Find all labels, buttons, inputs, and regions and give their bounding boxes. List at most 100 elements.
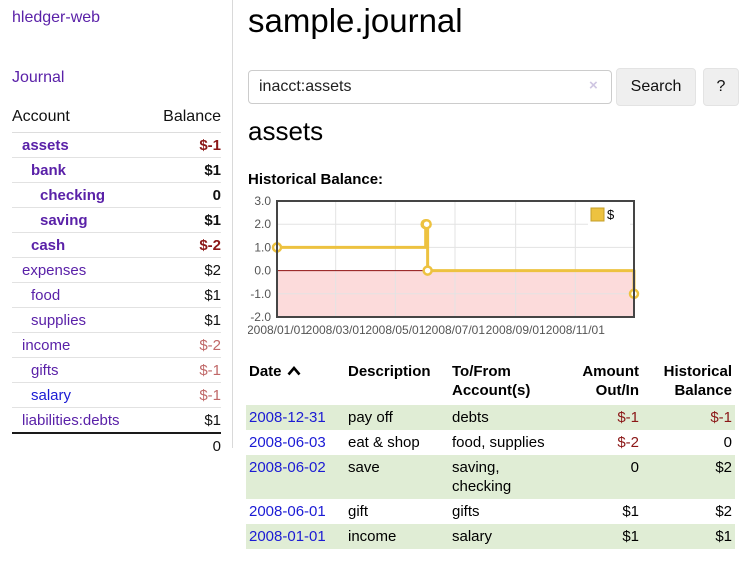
- sort-ascending-icon: [287, 362, 301, 381]
- register-accounts: saving, checking: [452, 459, 512, 495]
- register-accounts: gifts: [452, 503, 480, 520]
- legend-label: $: [607, 207, 615, 222]
- register-balance: $2: [715, 503, 732, 520]
- register-accounts: food, supplies: [452, 434, 545, 451]
- table-row: supplies $1: [12, 307, 221, 333]
- sidebar-account-food[interactable]: food: [31, 287, 61, 304]
- app-brand: hledger-web: [12, 9, 221, 27]
- table-header-row: Date Description To/From Account(s) Amou…: [246, 360, 735, 405]
- brand-link[interactable]: hledger-web: [12, 9, 101, 26]
- chart-canvas: $3.0 2.0 1.0 0.0 -1.0 -2.02008/01/012008/03/0…: [247, 194, 640, 337]
- table-row: 2008-01-01 income salary $1 $1: [246, 524, 735, 549]
- account-balance: $-2: [147, 232, 221, 258]
- account-balance: $1: [147, 407, 221, 433]
- col-header-balance: Balance: [147, 108, 221, 133]
- table-row: salary $-1: [12, 382, 221, 408]
- table-row: liabilities:debts $1: [12, 407, 221, 433]
- table-total-row: 0: [12, 432, 221, 459]
- help-button[interactable]: ?: [703, 68, 739, 106]
- x-tick-label: 2008/07/01: [425, 323, 485, 337]
- col-header-date[interactable]: Date: [246, 360, 345, 405]
- sidebar-account-salary[interactable]: salary: [31, 387, 72, 404]
- account-balance: $2: [147, 257, 221, 283]
- table-row: assets $-1: [12, 133, 221, 158]
- sidebar-account-expenses[interactable]: expenses: [22, 262, 87, 279]
- register-date-link[interactable]: 2008-06-01: [249, 503, 326, 520]
- search-button[interactable]: Search: [616, 68, 696, 106]
- y-tick-label: 2.0: [254, 217, 271, 231]
- data-point: [421, 218, 432, 230]
- table-row: checking 0: [12, 182, 221, 208]
- clear-search-icon[interactable]: ×: [589, 77, 598, 94]
- sidebar-account-income[interactable]: income: [22, 337, 71, 354]
- col-header-balance: Historical Balance: [663, 363, 732, 399]
- table-row: gifts $-1: [12, 357, 221, 383]
- data-point: [422, 265, 433, 276]
- table-row: bank $1: [12, 157, 221, 183]
- register-accounts: debts: [452, 409, 489, 426]
- y-tick-label: 0.0: [254, 264, 271, 278]
- account-heading: assets: [248, 116, 324, 146]
- register-balance: $2: [715, 459, 732, 476]
- col-header-amount: Amount Out/In: [582, 363, 639, 399]
- account-balance: $1: [147, 307, 221, 333]
- sidebar-account-supplies[interactable]: supplies: [31, 312, 87, 329]
- register-amount: $1: [622, 528, 639, 545]
- register-balance: 0: [723, 434, 732, 451]
- table-row: expenses $2: [12, 257, 221, 283]
- register-amount: $-1: [617, 409, 639, 426]
- register-date-link[interactable]: 2008-06-02: [249, 459, 326, 476]
- register-balance: $-1: [710, 409, 732, 426]
- table-row: saving $1: [12, 207, 221, 233]
- register-amount: 0: [630, 459, 639, 476]
- x-tick-label: 2008/09/01: [486, 323, 546, 337]
- account-balance: $1: [147, 207, 221, 233]
- table-header-row: Account Balance: [12, 108, 221, 133]
- register-accounts: salary: [452, 528, 493, 545]
- sidebar-account-checking[interactable]: checking: [40, 187, 106, 204]
- register-description: pay off: [348, 409, 393, 426]
- legend-swatch: [590, 207, 605, 222]
- register-amount: $-2: [617, 434, 639, 451]
- main-content: sample.journal × Search ? assets Histori…: [246, 0, 742, 582]
- account-balance: $-1: [199, 137, 221, 154]
- table-row: 2008-06-02 save saving, checking 0 $2: [246, 455, 735, 499]
- table-row: 2008-12-31 pay off debts $-1 $-1: [246, 405, 735, 430]
- register-description: income: [348, 528, 397, 545]
- plot-border: [276, 200, 635, 318]
- sidebar-item-journal[interactable]: Journal: [12, 69, 65, 86]
- accounts-total: 0: [147, 432, 221, 459]
- x-tick-label: 2008/11/01: [546, 323, 605, 337]
- table-row: food $1: [12, 282, 221, 308]
- col-header-account: Account: [12, 108, 148, 133]
- table-row: income $-2: [12, 332, 221, 358]
- account-balance: $-2: [147, 332, 221, 358]
- sidebar-account-gifts[interactable]: gifts: [31, 362, 59, 379]
- table-row: 2008-06-03 eat & shop food, supplies $-2…: [246, 430, 735, 455]
- register-date-link[interactable]: 2008-12-31: [249, 409, 326, 426]
- search-input[interactable]: [248, 70, 612, 104]
- col-header-description: Description: [348, 363, 431, 380]
- register-balance: $1: [715, 528, 732, 545]
- sidebar-account-liabilities-debts[interactable]: liabilities:debts: [22, 412, 120, 429]
- sidebar-account-assets[interactable]: assets: [22, 137, 69, 154]
- historical-balance-chart: $3.0 2.0 1.0 0.0 -1.0 -2.0 2008/01/01 2008/03/0…: [247, 194, 668, 346]
- y-tick-label: -2.0: [250, 310, 271, 324]
- register-date-link[interactable]: 2008-01-01: [249, 528, 326, 545]
- register-date-link[interactable]: 2008-06-03: [249, 434, 326, 451]
- account-balance: $-1: [147, 382, 221, 408]
- sidebar-account-cash[interactable]: cash: [31, 237, 66, 254]
- sidebar-account-bank[interactable]: bank: [31, 162, 67, 179]
- table-row: cash $-2: [12, 232, 221, 258]
- y-tick-label: 3.0: [254, 196, 271, 208]
- x-tick-label: 2008/05/01: [365, 323, 425, 337]
- x-tick-label: 2008/03/01: [306, 323, 366, 337]
- sidebar-account-saving[interactable]: saving: [40, 212, 88, 229]
- y-tick-label: 1.0: [254, 240, 271, 254]
- account-balance: $-1: [147, 357, 221, 383]
- account-balance: 0: [147, 182, 221, 208]
- page-title: sample.journal: [248, 2, 463, 39]
- accounts-table: Account Balance assets $-1 bank $1 check…: [12, 108, 221, 459]
- col-header-accounts: To/From Account(s): [452, 363, 531, 399]
- account-balance: $1: [147, 157, 221, 183]
